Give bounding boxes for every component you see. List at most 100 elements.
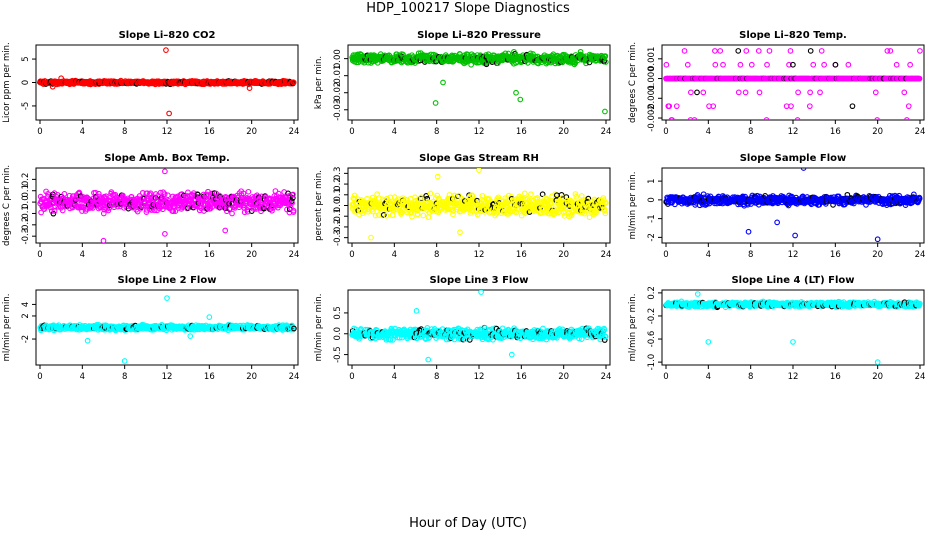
plot-panel: Slope Amb. Box Temp.degrees C per min.0 4… xyxy=(2,153,299,260)
data-point xyxy=(786,61,792,68)
outlier-point xyxy=(49,83,56,90)
x-tick-label: 16 xyxy=(830,127,841,137)
y-tick-label: 5 xyxy=(21,56,31,61)
y-tick-label: -0.2 xyxy=(333,219,343,236)
data-point xyxy=(261,205,267,212)
y-tick-label: -2 xyxy=(21,335,31,343)
x-tick-label: 4 xyxy=(80,372,85,382)
data-point xyxy=(586,214,593,221)
outlier-point xyxy=(434,173,441,180)
x-tick-label: 0 xyxy=(37,127,42,137)
data-point xyxy=(901,89,908,96)
data-point xyxy=(666,103,673,110)
x-tick-label: 12 xyxy=(162,250,173,260)
x-tick-label: 12 xyxy=(474,127,485,137)
data-point xyxy=(790,61,796,68)
x-tick-label: 16 xyxy=(516,250,527,260)
data-point xyxy=(380,212,387,218)
plot-title: Slope Li–820 CO2 xyxy=(119,30,216,41)
y-tick-label: -0.001 xyxy=(647,85,657,112)
y-tick-label: -0.2 xyxy=(21,217,31,234)
data-point xyxy=(568,198,575,205)
outlier-point xyxy=(577,48,584,55)
plot-title: Slope Amb. Box Temp. xyxy=(104,153,230,164)
x-tick-label: 24 xyxy=(289,127,300,137)
data-point xyxy=(450,211,456,218)
data-point xyxy=(810,61,817,68)
data-point xyxy=(468,192,475,199)
data-point xyxy=(515,207,522,213)
x-tick-label: 4 xyxy=(706,250,711,260)
x-tick-label: 0 xyxy=(663,127,668,137)
data-point xyxy=(763,117,770,120)
x-tick-label: 20 xyxy=(872,250,883,260)
y-tick-label: -0.03 xyxy=(333,99,343,121)
data-point xyxy=(409,213,415,220)
y-tick-label: 0 xyxy=(647,197,657,202)
data-point xyxy=(717,48,724,54)
data-point xyxy=(756,89,763,96)
outlier-point xyxy=(511,48,517,55)
x-tick-label: 20 xyxy=(246,127,257,137)
y-tick-label: 4 xyxy=(21,302,31,307)
y-tick-label: 0.0 xyxy=(333,199,343,213)
data-point xyxy=(290,207,297,214)
data-point xyxy=(849,103,856,110)
data-point xyxy=(581,210,588,217)
data-point xyxy=(669,117,675,120)
x-tick-label: 4 xyxy=(80,250,85,260)
data-point xyxy=(887,48,894,54)
data-point xyxy=(103,193,109,200)
outlier-point xyxy=(163,47,169,54)
data-point xyxy=(495,194,502,201)
outlier-point xyxy=(476,168,482,173)
x-tick-label: 8 xyxy=(748,127,753,137)
data-point xyxy=(369,208,376,215)
data-point xyxy=(134,208,141,215)
y-axis-label: percent per min. xyxy=(314,170,324,241)
data-point xyxy=(742,89,749,96)
data-point xyxy=(479,192,486,199)
outlier-point xyxy=(602,108,608,115)
y-tick-label: 0.00 xyxy=(333,49,343,68)
data-point xyxy=(93,194,99,200)
data-point xyxy=(712,48,718,54)
plot-title: Slope Gas Stream RH xyxy=(419,153,539,164)
outlier-point xyxy=(457,229,463,236)
data-point xyxy=(534,194,541,201)
data-point xyxy=(603,199,609,206)
y-tick-label: 0.3 xyxy=(333,167,343,181)
y-axis-label: kPa per min. xyxy=(314,56,324,109)
data-point xyxy=(735,48,742,54)
y-tick-label: 0.2 xyxy=(333,177,343,191)
outlier-point xyxy=(222,227,229,234)
outlier-point xyxy=(513,89,519,96)
data-point xyxy=(105,207,112,214)
data-point xyxy=(884,48,891,54)
x-tick-label: 12 xyxy=(474,250,485,260)
x-tick-label: 16 xyxy=(204,127,215,137)
plot-title: Slope Sample Flow xyxy=(740,153,847,164)
data-point xyxy=(845,61,852,68)
x-tick-label: 24 xyxy=(915,250,926,260)
x-tick-label: 12 xyxy=(788,250,799,260)
data-point xyxy=(602,210,609,217)
data-point xyxy=(161,191,168,197)
outlier-point xyxy=(432,100,439,106)
x-tick-label: 0 xyxy=(37,250,42,260)
data-point xyxy=(832,61,839,68)
x-tick-label: 0 xyxy=(349,127,354,137)
outlier-point xyxy=(246,85,253,91)
outlier-point xyxy=(792,232,798,239)
data-point xyxy=(522,190,528,197)
x-tick-label: 24 xyxy=(915,127,926,137)
outlier-point xyxy=(368,234,374,241)
x-tick-label: 20 xyxy=(872,127,883,137)
y-tick-label: 0.1 xyxy=(333,188,343,202)
data-point xyxy=(602,53,609,60)
x-tick-label: 20 xyxy=(246,250,257,260)
x-tick-label: 8 xyxy=(434,250,439,260)
